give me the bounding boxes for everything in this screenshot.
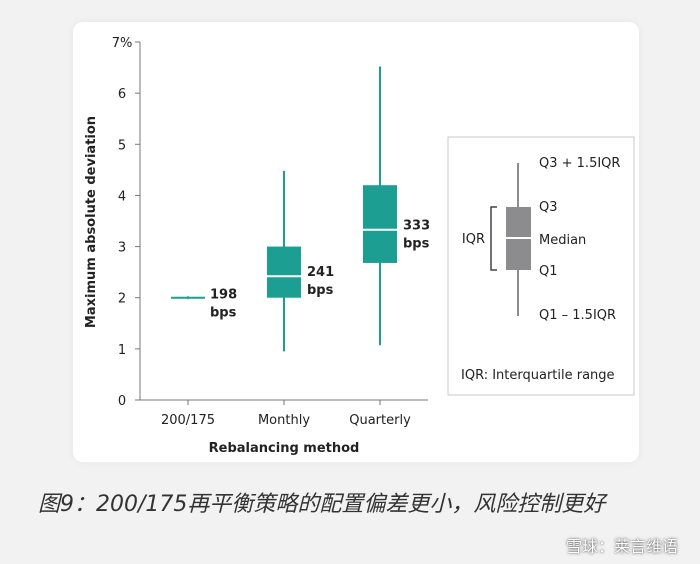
box-monthly: 241 bps [267,170,334,352]
value-unit-label: bps [403,237,430,252]
legend-iqr-label: IQR [462,232,485,247]
value-label: 198 [210,288,237,303]
value-unit-label: bps [210,306,237,321]
y-tick-label: 4 [118,189,126,204]
y-tick-label: 0 [118,394,126,409]
x-tick-label: 200/175 [161,413,215,428]
legend-footnote: IQR: Interquartile range [461,368,615,383]
figure-caption: 图9：200/175再平衡策略的配置偏差更小，风险控制更好 [38,492,606,517]
y-tick-label: 7% [112,36,133,51]
value-label: 241 [307,265,334,280]
y-tick-label: 6 [118,87,126,102]
box-200-175: 198 bps [171,288,237,321]
legend: IQR Q3 + 1.5IQR Q3 Median Q1 Q1 – 1.5IQR… [447,136,635,396]
x-tick-label: Monthly [258,413,310,428]
watermark: 雪球：莱言维语 [565,537,678,556]
y-tick-label: 3 [118,241,126,256]
chart-axes: 0 1 2 3 4 5 6 7% 200/175 Monthly Quarterly [112,36,428,428]
legend-q1-label: Q1 [539,264,558,279]
chart-boxes: 198 bps 241 bps 333 bps [171,66,430,352]
iqr-box [363,185,397,263]
y-tick-label: 2 [118,292,126,307]
y-tick-label: 1 [118,343,126,358]
chart-card: 0 1 2 3 4 5 6 7% 200/175 Monthly Quarterly 198 bps 2… [73,22,639,462]
x-tick-label: Quarterly [349,413,411,428]
y-axis-label: Maximum absolute deviation [84,116,99,328]
box-quarterly: 333 bps [363,66,430,346]
value-unit-label: bps [307,283,334,298]
legend-lower-whisker-label: Q1 – 1.5IQR [539,308,616,323]
legend-iqr-bracket [490,206,497,271]
iqr-box [267,246,301,298]
x-axis-label: Rebalancing method [209,441,360,456]
legend-upper-whisker-label: Q3 + 1.5IQR [539,156,620,171]
legend-q3-label: Q3 [539,200,558,215]
value-label: 333 [403,219,430,234]
y-tick-label: 5 [118,138,126,153]
legend-frame [447,136,635,396]
legend-median-label: Median [539,233,586,248]
